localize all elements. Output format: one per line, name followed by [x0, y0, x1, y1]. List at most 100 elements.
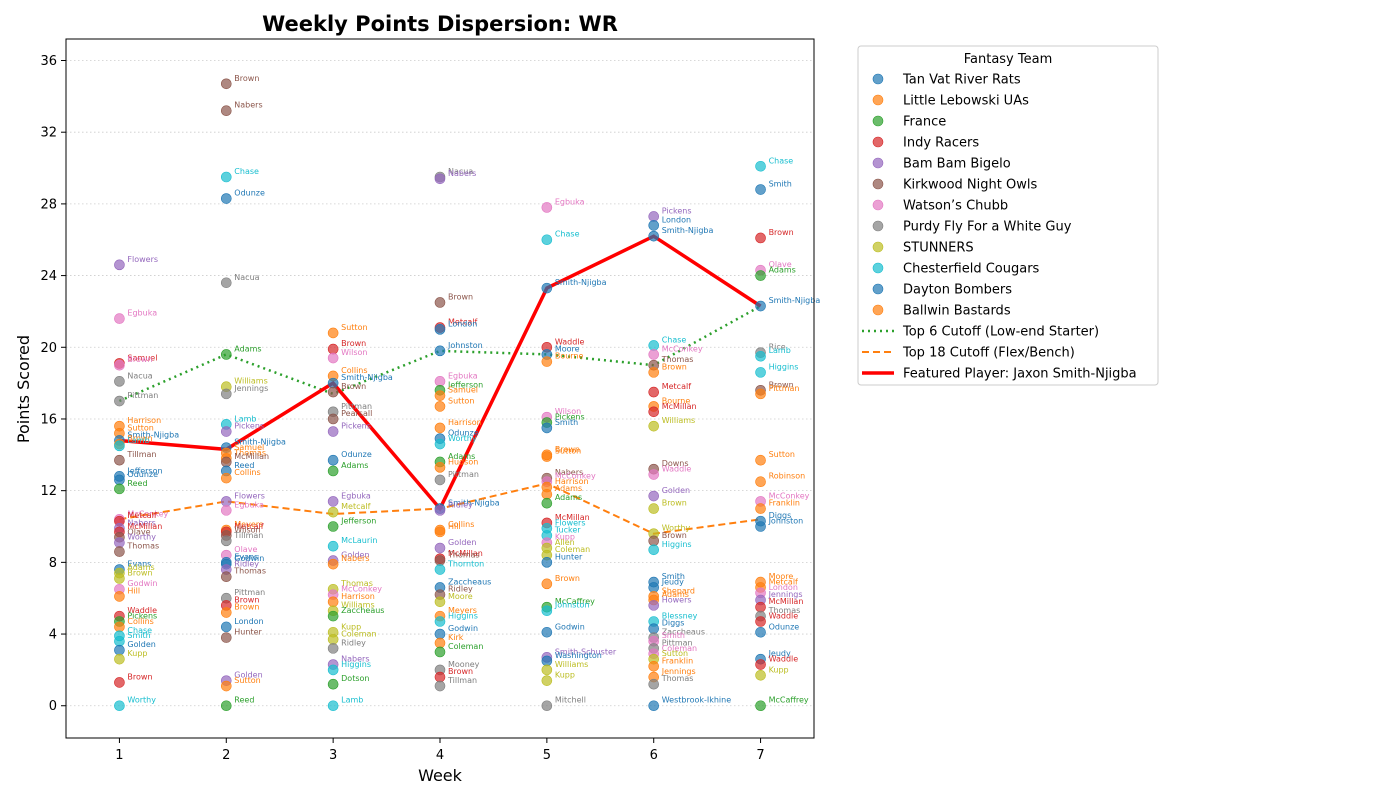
- data-label: Brown: [555, 445, 580, 454]
- data-label: Thomas: [661, 355, 694, 364]
- data-point: [220, 496, 232, 507]
- data-point: [220, 349, 232, 360]
- data-point: [755, 367, 766, 378]
- data-label: Lamb: [769, 346, 791, 355]
- data-point: [220, 388, 232, 400]
- data-label: Smith-Njigba: [555, 278, 607, 287]
- data-label: Hunter: [555, 552, 583, 561]
- data-point: [434, 637, 446, 649]
- data-point: [648, 220, 660, 231]
- data-label: Smith-Schuster: [555, 647, 617, 656]
- data-point: [648, 661, 660, 672]
- data-point: [327, 610, 339, 622]
- data-label: Wilson: [555, 407, 581, 416]
- data-point: [327, 596, 339, 608]
- data-label: Diggs: [769, 511, 792, 520]
- data-label: McConkey: [769, 491, 810, 500]
- data-label: Brown: [769, 228, 794, 237]
- data-point: [327, 343, 339, 355]
- data-point: [648, 700, 660, 712]
- data-point: [434, 526, 446, 538]
- data-point: [434, 680, 446, 692]
- data-label: Thornton: [447, 560, 484, 569]
- scatter-points: [114, 78, 766, 712]
- data-point: [220, 426, 232, 437]
- data-label: Hunter: [234, 628, 262, 637]
- data-point: [541, 578, 553, 590]
- data-label: Higgins: [448, 612, 478, 621]
- data-point: [755, 388, 766, 400]
- data-point: [434, 671, 446, 683]
- y-axis-ticks: 0 4 8 12 16 20 24 28 32 36: [40, 54, 66, 714]
- data-point: [434, 422, 446, 434]
- data-label: McMillan: [662, 402, 697, 411]
- data-point: [434, 401, 446, 412]
- legend-marker: [872, 199, 884, 211]
- data-label: Downs: [662, 459, 689, 468]
- legend-item: Purdy Fly For a White Guy: [903, 220, 1072, 235]
- legend-marker: [872, 157, 884, 169]
- data-point: [327, 506, 339, 518]
- data-label: Moore: [769, 572, 794, 581]
- data-label: McMillan: [555, 513, 590, 522]
- data-point: [327, 634, 339, 645]
- data-point: [220, 700, 232, 712]
- data-label: Tucker: [554, 525, 581, 534]
- data-point: [541, 488, 553, 500]
- legend-marker: [872, 262, 884, 274]
- data-label: Mooney: [448, 660, 480, 669]
- data-label: Evans: [234, 552, 258, 561]
- data-label: Jefferson: [126, 466, 162, 475]
- data-point: [648, 623, 660, 634]
- data-label: Pittman: [769, 384, 800, 393]
- data-label: Williams: [234, 377, 267, 386]
- data-point: [220, 105, 232, 116]
- data-label: Chase: [555, 230, 580, 239]
- data-point: [755, 659, 766, 670]
- data-label: Lamb: [127, 436, 149, 445]
- data-point: [327, 664, 339, 676]
- data-label: Moore: [448, 592, 473, 601]
- data-point: [114, 635, 125, 647]
- data-label: Metcalf: [127, 511, 156, 520]
- data-label: Nabers: [448, 169, 476, 178]
- data-label: Brown: [555, 574, 580, 583]
- data-label: Brown: [662, 499, 687, 508]
- data-label: McMillan: [234, 452, 269, 461]
- data-label: Chase: [662, 335, 687, 344]
- legend-marker: [872, 220, 884, 232]
- data-label: Hill: [127, 586, 140, 595]
- data-label: Brown: [662, 362, 687, 371]
- data-point: [434, 555, 446, 566]
- data-point: [648, 230, 660, 242]
- data-point: [434, 616, 446, 627]
- data-point: [327, 386, 339, 398]
- data-label: McMillan: [448, 549, 483, 558]
- data-label: Ridley: [234, 560, 259, 569]
- data-label: Coleman: [448, 642, 483, 651]
- data-label: Thomas: [233, 448, 266, 457]
- data-point: [648, 678, 660, 690]
- data-point: [755, 350, 766, 362]
- data-point: [327, 426, 339, 437]
- grid: [66, 60, 814, 707]
- data-label: Golden: [234, 671, 262, 680]
- data-point: [114, 644, 125, 656]
- data-label: McMillan: [127, 522, 162, 531]
- data-label: Brown: [127, 434, 152, 443]
- data-label: Shepard: [662, 586, 695, 595]
- data-point: [220, 456, 232, 468]
- data-label: Godwin: [127, 579, 157, 588]
- data-label: Ridley: [341, 638, 366, 647]
- data-label: Reed: [234, 461, 254, 470]
- data-label: Nabers: [341, 554, 369, 563]
- data-point: [755, 184, 766, 195]
- data-point: [114, 440, 125, 452]
- legend-item: STUNNERS: [903, 241, 974, 256]
- y-tick-label: 32: [40, 126, 57, 141]
- data-label: Adams: [662, 590, 689, 599]
- data-label: Zaccheaus: [662, 628, 705, 637]
- data-label: Brown: [234, 74, 259, 83]
- data-point: [648, 582, 660, 593]
- data-label: Metcalf: [234, 522, 263, 531]
